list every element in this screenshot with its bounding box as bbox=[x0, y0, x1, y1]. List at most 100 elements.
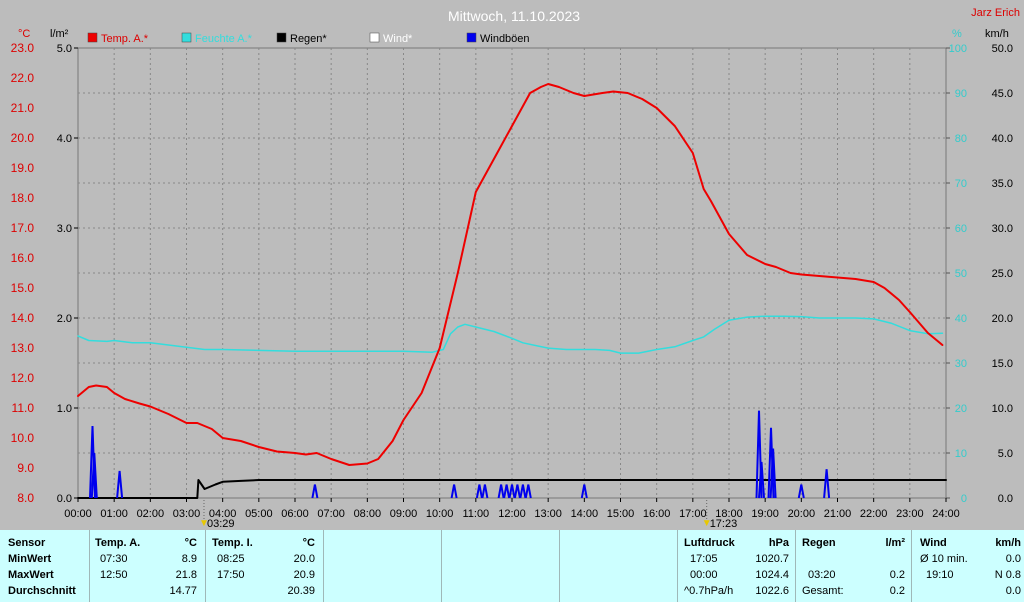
humidity-tick-label: 30 bbox=[955, 358, 967, 370]
axes: 8.0 9.0 10.0 11.0 12.0 13.0 14.0 15.0 16.0 17.0 18… bbox=[11, 41, 1013, 520]
pressure-trend: ^0.7hPa/h bbox=[684, 585, 734, 597]
sunset-time-label: 17:23 bbox=[710, 518, 738, 530]
sun-markers: ▼03:29 ▼17:23 bbox=[199, 500, 737, 530]
temp-a-min-time: 07:30 bbox=[100, 553, 128, 565]
temp-a-avg: 14.77 bbox=[169, 585, 197, 597]
pressure-unit: hPa bbox=[768, 537, 789, 549]
x-tick-label: 10:00 bbox=[426, 508, 454, 520]
wind-header: Wind bbox=[920, 537, 947, 549]
legend-swatch bbox=[181, 32, 192, 43]
humidity-tick-label: 10 bbox=[955, 448, 967, 460]
humidity-tick-label: 50 bbox=[955, 268, 967, 280]
temp-tick-label: 13.0 bbox=[11, 341, 35, 355]
temp-unit-label: °C bbox=[18, 28, 30, 40]
rain-line bbox=[77, 479, 947, 499]
pressure-min: 1020.7 bbox=[755, 553, 789, 565]
temp-a-min: 8.9 bbox=[181, 553, 197, 565]
wind-unit: km/h bbox=[995, 537, 1021, 549]
x-tick-label: 01:00 bbox=[100, 508, 128, 520]
x-tick-label: 22:00 bbox=[860, 508, 888, 520]
temp-a-header: Temp. A. bbox=[95, 537, 141, 549]
x-tick-label: 17:00 bbox=[679, 508, 707, 520]
x-tick-label: 04:00 bbox=[209, 508, 237, 520]
legend-label: Regen* bbox=[290, 33, 327, 45]
chart-title: Mittwoch, 11.10.2023 bbox=[448, 8, 580, 24]
wind-tick-label: 20.0 bbox=[992, 313, 1013, 325]
temp-i-max-time: 17:50 bbox=[217, 569, 245, 581]
wind-tick-label: 35.0 bbox=[992, 178, 1013, 190]
humidity-tick-label: 40 bbox=[955, 313, 967, 325]
legend-swatch bbox=[369, 32, 380, 43]
legend-label: Wind* bbox=[383, 33, 413, 45]
legend-label: Feuchte A.* bbox=[195, 33, 253, 45]
grid bbox=[77, 47, 947, 499]
temp-tick-label: 22.0 bbox=[11, 71, 35, 85]
humidity-tick-label: 60 bbox=[955, 223, 967, 235]
temp-tick-label: 14.0 bbox=[11, 311, 35, 325]
rain-tick-label: 4.0 bbox=[57, 133, 72, 145]
rain-value: 0.2 bbox=[889, 569, 905, 581]
x-tick-label: 07:00 bbox=[317, 508, 345, 520]
rain-tick-label: 5.0 bbox=[57, 43, 72, 55]
x-tick-label: 00:00 bbox=[64, 508, 92, 520]
x-tick-label: 20:00 bbox=[788, 508, 816, 520]
wind-avg-label: Ø 10 min. bbox=[920, 553, 968, 565]
wind-tick-label: 10.0 bbox=[992, 403, 1013, 415]
temperature-line bbox=[77, 83, 944, 466]
x-tick-label: 05:00 bbox=[245, 508, 273, 520]
pressure-avg: 1022.6 bbox=[755, 585, 789, 597]
gust-spike bbox=[508, 484, 516, 499]
station-name: Jarz Erich bbox=[971, 7, 1020, 19]
wind-tick-label: 30.0 bbox=[992, 223, 1013, 235]
legend-swatch bbox=[87, 32, 98, 43]
temp-a-max: 21.8 bbox=[175, 569, 197, 581]
humidity-tick-label: 20 bbox=[955, 403, 967, 415]
x-tick-label: 15:00 bbox=[607, 508, 635, 520]
humidity-line bbox=[77, 315, 944, 354]
stats-empty-panel-2 bbox=[442, 530, 560, 602]
temp-i-unit: °C bbox=[302, 537, 315, 549]
x-tick-label: 06:00 bbox=[281, 508, 309, 520]
gust-spike bbox=[90, 452, 98, 499]
temp-tick-label: 16.0 bbox=[11, 251, 35, 265]
temp-a-unit: °C bbox=[184, 537, 197, 549]
rain-unit: l/m² bbox=[885, 537, 905, 549]
temp-i-header: Temp. I. bbox=[212, 537, 253, 549]
rain-header: Regen bbox=[802, 537, 836, 549]
wind-tick-label: 0.0 bbox=[998, 493, 1013, 505]
pressure-header: Luftdruck bbox=[684, 537, 735, 549]
rain-tick-label: 3.0 bbox=[57, 223, 72, 235]
wind-avg: 0.0 bbox=[1005, 553, 1021, 565]
x-tick-label: 14:00 bbox=[571, 508, 599, 520]
pressure-max: 1024.4 bbox=[755, 569, 789, 581]
gust-spike bbox=[797, 484, 805, 499]
humidity-unit-label: % bbox=[952, 28, 962, 40]
gust-spike bbox=[481, 484, 489, 499]
x-tick-label: 16:00 bbox=[643, 508, 671, 520]
x-tick-label: 12:00 bbox=[498, 508, 526, 520]
gust-spike bbox=[519, 484, 527, 499]
rain-tick-label: 0.0 bbox=[57, 493, 72, 505]
wind-tick-label: 40.0 bbox=[992, 133, 1013, 145]
rain-tick-label: 1.0 bbox=[57, 403, 72, 415]
legend-swatch bbox=[276, 32, 287, 43]
gust-spike bbox=[524, 484, 532, 499]
gust-spike bbox=[450, 484, 458, 499]
rain-time: 03:20 bbox=[808, 569, 836, 581]
series-layer bbox=[77, 83, 947, 499]
temp-tick-label: 17.0 bbox=[11, 221, 35, 235]
x-tick-label: 18:00 bbox=[715, 508, 743, 520]
x-tick-label: 23:00 bbox=[896, 508, 924, 520]
sunrise-time-label: 03:29 bbox=[207, 518, 235, 530]
x-tick-label: 09:00 bbox=[390, 508, 418, 520]
minwert-label: MinWert bbox=[8, 553, 52, 565]
temp-i-min: 20.0 bbox=[293, 553, 315, 565]
rain-unit-label: l/m² bbox=[50, 28, 69, 40]
x-tick-label: 19:00 bbox=[751, 508, 779, 520]
temp-tick-label: 23.0 bbox=[11, 41, 35, 55]
stats-empty-panel-1 bbox=[324, 530, 442, 602]
rain-total-label: Gesamt: bbox=[802, 585, 844, 597]
wind-tick-label: 5.0 bbox=[998, 448, 1013, 460]
legend-swatch bbox=[466, 32, 477, 43]
stats-pressure-panel: Luftdruck hPa 17:05 1020.7 00:00 1024.4 … bbox=[678, 530, 796, 602]
